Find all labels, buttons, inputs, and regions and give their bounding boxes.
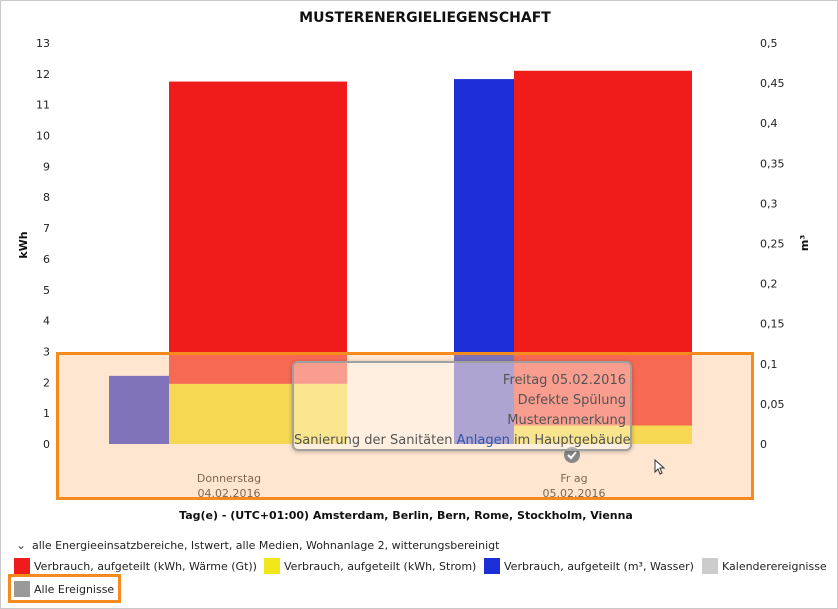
y-right-tick-label: 0,3 (760, 197, 778, 210)
legend-group-toggle[interactable]: ⌄ alle Energieeinsatzbereiche, Istwert, … (14, 538, 499, 552)
chart-svg: MUSTERENERGIELIEGENSCHAFT 13121110987654… (17, 10, 811, 522)
y-right-tick-label: 0,2 (760, 278, 778, 291)
alle-ereignisse-highlight (8, 574, 121, 603)
legend-item-label: Verbrauch, aufgeteilt (m³, Wasser) (504, 559, 694, 573)
bar-strom[interactable] (514, 425, 692, 444)
y-left-tick-label: 6 (43, 253, 50, 266)
event-tooltip: Freitag 05.02.2016 Defekte Spülung Muste… (292, 361, 632, 451)
y-left-tick-label: 9 (43, 160, 50, 173)
x-axis-title: Tag(e) - (UTC+01:00) Amsterdam, Berlin, … (179, 509, 633, 522)
y-right-tick-label: 0 (760, 438, 767, 451)
legend-item-label: Alle Ereignisse (34, 582, 115, 596)
chevron-down-icon: ⌄ (15, 538, 27, 552)
y-right-tick-label: 0,25 (760, 238, 785, 251)
y-left-tick-label: 13 (36, 37, 50, 50)
event-highlight-region[interactable] (56, 352, 754, 500)
bars (109, 70, 692, 444)
y-left-tick-label: 1 (43, 407, 50, 420)
legend-item-waerme[interactable]: Verbrauch, aufgeteilt (kWh, Wärme (Gt)) (14, 558, 257, 574)
y-left-tick-label: 8 (43, 191, 50, 204)
category-label-date: 04.02.2016 (198, 487, 261, 500)
right-axis-title: m³ (798, 235, 811, 251)
category-label-day: Donnerstag (197, 472, 261, 485)
bar-wasser[interactable] (109, 375, 169, 444)
right-axis-ticks: 0,5 0,45 0,4 0,35 0,3 0,25 0,2 0,15 0,1 0,05 0 (760, 37, 785, 451)
y-left-tick-label: 2 (43, 376, 50, 389)
y-right-tick-label: 0,05 (760, 398, 785, 411)
bar-waerme[interactable] (514, 70, 692, 426)
legend-item-strom[interactable]: Verbrauch, aufgeteilt (kWh, Strom) (264, 558, 476, 574)
tooltip-note: Musteranmerkung (507, 413, 626, 428)
y-right-tick-label: 0,5 (760, 37, 778, 50)
y-right-tick-label: 0,35 (760, 157, 785, 170)
legend-swatch (14, 558, 30, 574)
y-left-tick-label: 3 (43, 345, 50, 358)
tooltip-description: Sanierung der Sanitäten Anlagen im Haupt… (294, 433, 631, 448)
legend-swatch (14, 581, 30, 597)
legend-group-label: alle Energieeinsatzbereiche, Istwert, al… (32, 538, 500, 552)
tooltip-event-title: Defekte Spülung (517, 393, 626, 408)
y-right-tick-label: 0,15 (760, 318, 785, 331)
y-left-tick-label: 5 (43, 284, 50, 297)
y-left-tick-label: 0 (43, 438, 50, 451)
bar-wasser[interactable] (454, 79, 514, 444)
category-label-day: Fr ag (560, 472, 587, 485)
bar-strom[interactable] (169, 383, 347, 444)
legend-item-alle-ereignisse[interactable]: Alle Ereignisse (14, 581, 114, 597)
tooltip-date: Freitag 05.02.2016 (502, 373, 626, 388)
category-label-date: 05.02.2016 (543, 487, 606, 500)
y-left-tick-label: 7 (43, 222, 50, 235)
legend-item-kalenderereignisse[interactable]: Kalenderereignisse (702, 558, 827, 574)
y-right-tick-label: 0,1 (760, 358, 778, 371)
bar-waerme[interactable] (169, 81, 347, 384)
y-left-tick-label: 10 (36, 130, 50, 143)
y-left-tick-label: 4 (43, 315, 50, 328)
legend-item-label: Verbrauch, aufgeteilt (kWh, Strom) (284, 559, 477, 573)
legend-swatch (702, 558, 718, 574)
y-right-tick-label: 0,4 (760, 117, 778, 130)
legend-swatch (484, 558, 500, 574)
y-left-tick-label: 12 (36, 68, 50, 81)
y-right-tick-label: 0,45 (760, 77, 785, 90)
legend-item-label: Verbrauch, aufgeteilt (kWh, Wärme (Gt)) (34, 559, 257, 573)
legend-item-label: Kalenderereignisse (722, 559, 827, 573)
chart-title: MUSTERENERGIELIEGENSCHAFT (299, 10, 551, 26)
legend-item-wasser[interactable]: Verbrauch, aufgeteilt (m³, Wasser) (484, 558, 694, 574)
left-axis-title: kWh (17, 231, 30, 258)
y-left-tick-label: 11 (36, 99, 50, 112)
legend-swatch (264, 558, 280, 574)
